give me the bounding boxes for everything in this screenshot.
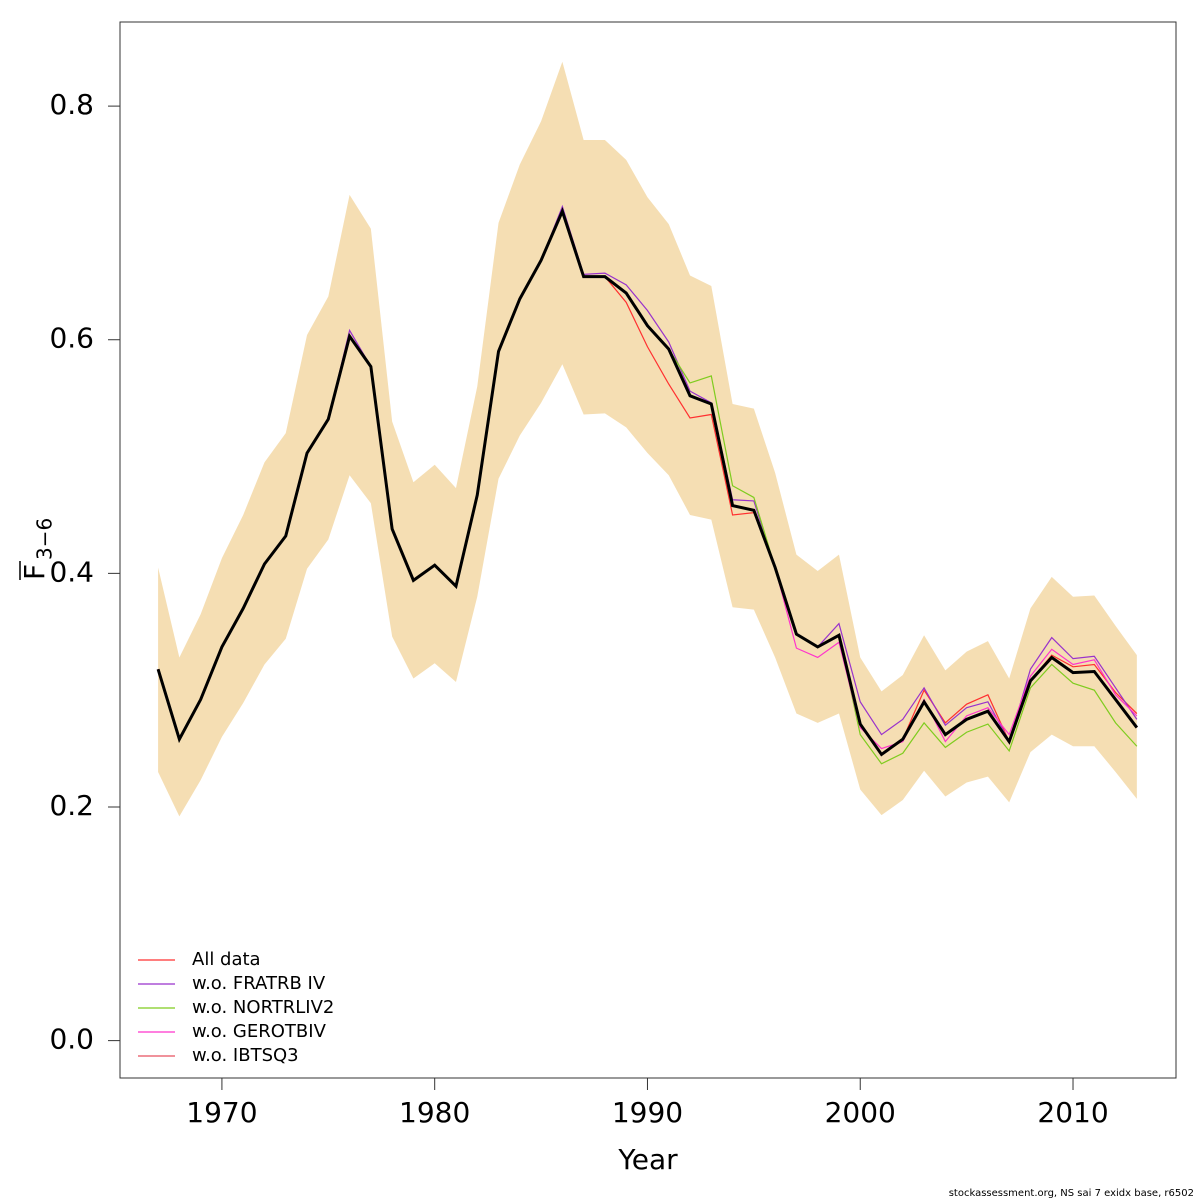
x-tick-label: 2000 [825,1096,896,1129]
x-axis-title: Year [617,1143,678,1176]
legend-label: w.o. GEROTBIV [192,1021,327,1042]
x-tick-label: 1970 [186,1096,257,1129]
y-tick-label: 0.8 [49,88,94,121]
plot-frame [119,21,1177,1079]
legend-label: w.o. NORTRLIV2 [192,997,334,1018]
x-tick-label: 1980 [399,1096,470,1129]
x-tick-label: 2010 [1037,1096,1108,1129]
y-tick-label: 0.4 [49,555,94,588]
plot-area [156,61,1139,817]
y-axis-title-main: F [18,564,51,580]
legend-label: w.o. FRATRB IV [192,973,326,994]
y-tick-label: 0.6 [49,322,94,355]
x-tick-label: 1990 [612,1096,683,1129]
y-tick-label: 0.2 [49,789,94,822]
legend-label: w.o. IBTSQ3 [192,1045,299,1066]
confidence-band [158,61,1137,817]
legend-label: All data [192,949,261,970]
y-axis-title-sub: 3−6 [33,518,57,560]
footer: stockassessment.org, NS sai 7 exidx base… [949,1188,1194,1199]
estimate-line [156,207,1139,757]
y-tick-label: 0.0 [49,1023,94,1056]
y-axis-title: F 3−6 [18,518,57,580]
